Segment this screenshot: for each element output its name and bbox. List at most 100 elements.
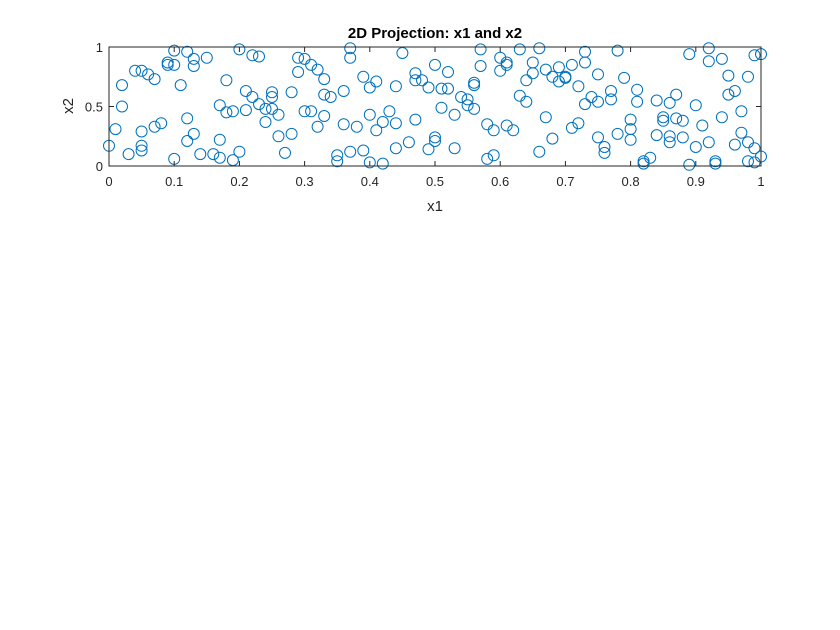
data-point bbox=[742, 155, 754, 168]
x-tick-label: 0.5 bbox=[426, 174, 444, 189]
data-point bbox=[331, 155, 344, 168]
data-point bbox=[565, 58, 578, 71]
data-point bbox=[611, 44, 624, 57]
data-point bbox=[357, 144, 370, 157]
x-tick-label: 0.7 bbox=[556, 174, 574, 189]
data-point bbox=[696, 119, 709, 132]
data-point bbox=[116, 79, 128, 92]
data-point bbox=[253, 98, 265, 111]
data-point bbox=[520, 74, 533, 87]
data-point bbox=[429, 58, 441, 71]
data-point bbox=[266, 91, 278, 103]
data-point bbox=[266, 102, 278, 115]
data-point bbox=[742, 70, 754, 83]
data-point bbox=[194, 148, 207, 161]
data-point bbox=[592, 131, 604, 144]
data-point bbox=[442, 82, 454, 95]
x-axis: 0 0.1 0.2 0.3 0.4 0.5 0.6 0.7 0.8 0.9 1 bbox=[105, 47, 765, 189]
data-point bbox=[572, 117, 585, 130]
data-point bbox=[579, 45, 591, 58]
x-tick-label: 1 bbox=[757, 174, 764, 189]
data-point bbox=[409, 113, 422, 126]
data-point bbox=[416, 74, 428, 87]
data-point bbox=[363, 81, 376, 94]
data-point bbox=[526, 67, 539, 80]
data-point bbox=[455, 91, 468, 103]
data-point bbox=[422, 143, 435, 156]
data-point bbox=[715, 111, 728, 124]
data-point bbox=[305, 58, 318, 71]
data-point bbox=[161, 58, 174, 71]
data-point bbox=[670, 112, 683, 125]
data-point bbox=[135, 64, 148, 77]
data-point bbox=[402, 136, 415, 149]
data-point bbox=[631, 83, 644, 96]
x-tick-label: 0.8 bbox=[622, 174, 640, 189]
data-point bbox=[187, 60, 200, 72]
data-point bbox=[605, 85, 617, 97]
data-point bbox=[500, 119, 513, 132]
data-point bbox=[363, 108, 376, 121]
data-point bbox=[709, 157, 722, 170]
data-point bbox=[735, 126, 748, 139]
data-point bbox=[624, 133, 637, 146]
y-tick-label: 0 bbox=[96, 159, 103, 174]
data-point bbox=[298, 105, 311, 118]
data-point bbox=[318, 73, 331, 86]
data-point bbox=[213, 133, 226, 146]
data-point bbox=[305, 105, 318, 118]
data-point bbox=[715, 52, 728, 65]
data-point bbox=[618, 71, 631, 84]
data-point bbox=[676, 114, 689, 127]
data-point bbox=[689, 141, 702, 153]
data-point bbox=[233, 145, 246, 158]
data-point bbox=[116, 100, 128, 113]
data-point bbox=[702, 55, 715, 68]
data-point bbox=[546, 132, 559, 145]
data-point bbox=[468, 76, 481, 89]
data-point bbox=[546, 70, 559, 83]
data-point bbox=[689, 99, 702, 112]
data-point bbox=[722, 69, 735, 82]
data-point bbox=[507, 124, 520, 137]
data-point bbox=[474, 60, 487, 72]
data-point bbox=[298, 52, 311, 65]
data-point bbox=[389, 80, 402, 93]
data-point bbox=[155, 117, 168, 130]
data-point bbox=[383, 105, 396, 118]
data-point bbox=[526, 56, 539, 69]
data-point bbox=[585, 91, 598, 103]
data-point bbox=[748, 49, 761, 62]
data-point bbox=[272, 108, 285, 121]
data-point bbox=[435, 82, 448, 95]
data-point bbox=[220, 106, 233, 119]
data-point bbox=[318, 110, 331, 122]
data-point bbox=[181, 45, 194, 58]
data-point bbox=[592, 95, 604, 108]
data-point bbox=[683, 158, 696, 171]
data-point bbox=[109, 123, 122, 136]
data-point bbox=[735, 105, 748, 118]
data-point bbox=[174, 79, 187, 92]
data-point bbox=[579, 56, 591, 69]
data-point bbox=[285, 127, 298, 140]
y-axis-label: x2 bbox=[60, 98, 77, 114]
x-tick-label: 0.6 bbox=[491, 174, 509, 189]
data-point bbox=[552, 75, 565, 88]
data-point bbox=[474, 43, 487, 56]
data-point bbox=[513, 43, 526, 56]
data-point bbox=[494, 51, 507, 64]
data-point bbox=[200, 51, 213, 64]
data-point bbox=[624, 113, 637, 126]
data-point bbox=[579, 98, 591, 111]
data-point bbox=[500, 58, 513, 71]
data-point bbox=[657, 114, 670, 127]
data-point bbox=[207, 148, 220, 161]
data-point bbox=[481, 118, 494, 131]
data-point bbox=[135, 144, 148, 157]
data-point bbox=[487, 124, 500, 137]
data-point bbox=[448, 108, 461, 121]
data-point bbox=[663, 130, 676, 143]
data-point bbox=[363, 156, 376, 169]
